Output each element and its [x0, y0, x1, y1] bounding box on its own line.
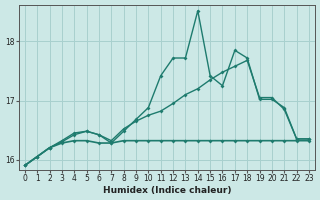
X-axis label: Humidex (Indice chaleur): Humidex (Indice chaleur) — [103, 186, 231, 195]
